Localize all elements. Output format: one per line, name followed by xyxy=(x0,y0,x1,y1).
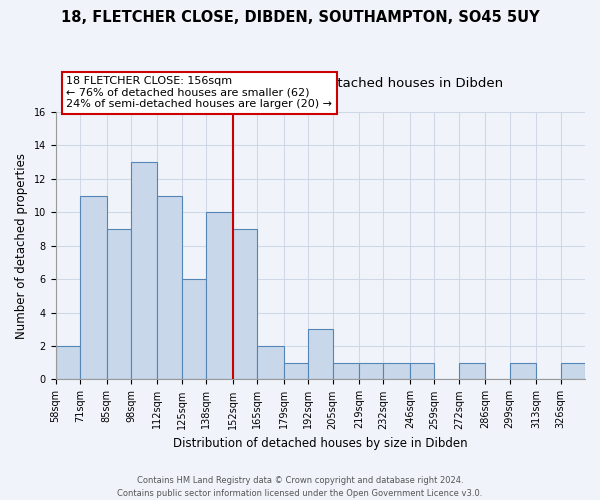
Bar xyxy=(257,346,284,380)
Bar xyxy=(383,362,410,380)
Bar xyxy=(459,362,485,380)
Bar xyxy=(284,362,308,380)
Y-axis label: Number of detached properties: Number of detached properties xyxy=(15,152,28,338)
X-axis label: Distribution of detached houses by size in Dibden: Distribution of detached houses by size … xyxy=(173,437,467,450)
Bar xyxy=(107,229,131,380)
Bar xyxy=(560,362,585,380)
Bar xyxy=(359,362,383,380)
Bar xyxy=(410,362,434,380)
Bar xyxy=(80,196,107,380)
Text: Contains HM Land Registry data © Crown copyright and database right 2024.
Contai: Contains HM Land Registry data © Crown c… xyxy=(118,476,482,498)
Text: 18 FLETCHER CLOSE: 156sqm
← 76% of detached houses are smaller (62)
24% of semi-: 18 FLETCHER CLOSE: 156sqm ← 76% of detac… xyxy=(66,76,332,110)
Bar xyxy=(233,229,257,380)
Title: Size of property relative to detached houses in Dibden: Size of property relative to detached ho… xyxy=(138,77,503,90)
Bar xyxy=(206,212,233,380)
Bar xyxy=(509,362,536,380)
Text: 18, FLETCHER CLOSE, DIBDEN, SOUTHAMPTON, SO45 5UY: 18, FLETCHER CLOSE, DIBDEN, SOUTHAMPTON,… xyxy=(61,10,539,25)
Bar xyxy=(157,196,182,380)
Bar xyxy=(56,346,80,380)
Bar xyxy=(182,279,206,380)
Bar xyxy=(332,362,359,380)
Bar xyxy=(131,162,157,380)
Bar xyxy=(308,330,332,380)
